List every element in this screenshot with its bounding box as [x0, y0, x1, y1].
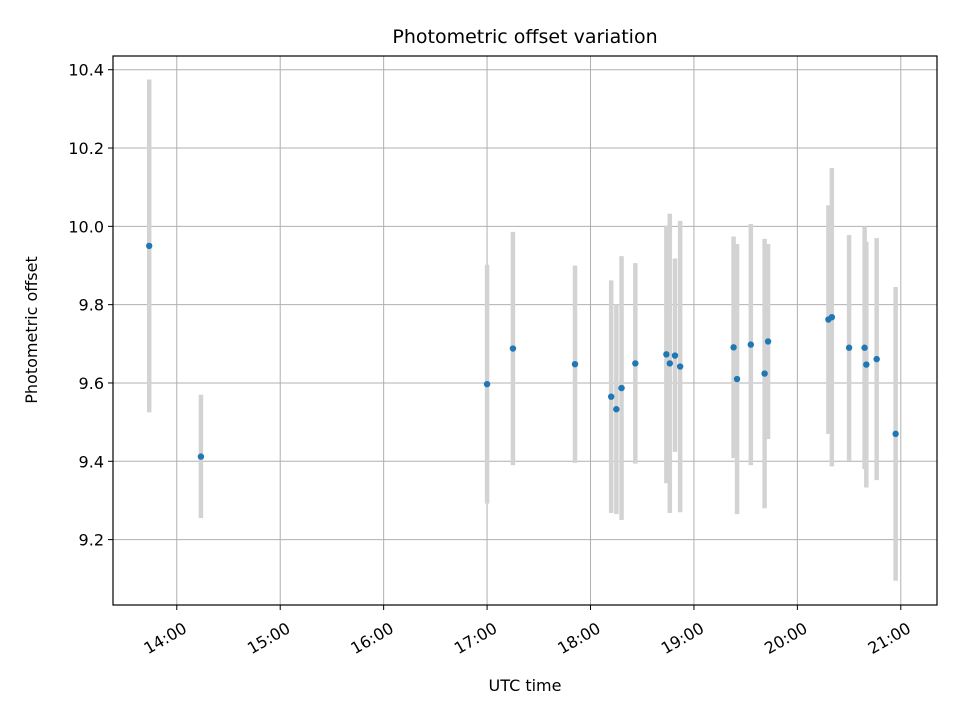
chart-title: Photometric offset variation	[392, 26, 657, 48]
data-point	[828, 313, 836, 321]
y-tick-label: 9.2	[79, 531, 104, 550]
y-axis: 9.2 9.4 9.6 9.8 10.0 10.2 10.4	[68, 61, 113, 550]
data-point	[892, 430, 899, 438]
data-point	[607, 393, 615, 400]
data-point	[861, 344, 868, 351]
data-point	[747, 341, 755, 348]
data-point	[761, 370, 768, 377]
data-point	[483, 380, 491, 388]
y-tick-label: 9.4	[79, 452, 104, 471]
data-point	[509, 345, 517, 352]
data-point	[666, 360, 674, 367]
y-tick-label: 9.6	[79, 374, 104, 393]
data-point	[873, 355, 880, 363]
grid	[113, 56, 937, 605]
plot-frame	[112, 55, 938, 606]
data-point	[632, 360, 639, 367]
data-point	[613, 406, 620, 413]
data-point	[730, 344, 737, 351]
data-point	[676, 363, 684, 370]
data-point	[764, 338, 772, 345]
data-point	[618, 384, 625, 392]
data-points	[146, 242, 899, 460]
y-tick-label: 9.8	[79, 296, 104, 315]
data-point	[671, 352, 679, 359]
data-point	[197, 453, 205, 460]
x-axis-label: UTC time	[489, 676, 562, 695]
data-point	[146, 242, 153, 250]
y-tick-label: 10.4	[68, 61, 104, 80]
data-point	[845, 344, 853, 351]
data-point	[863, 361, 870, 368]
y-axis-label: Photometric offset	[22, 256, 41, 404]
data-point	[733, 375, 741, 383]
data-point	[571, 360, 579, 368]
y-tick-label: 10.2	[68, 139, 104, 158]
y-tick-label: 10.0	[68, 217, 104, 236]
data-point	[663, 351, 670, 358]
